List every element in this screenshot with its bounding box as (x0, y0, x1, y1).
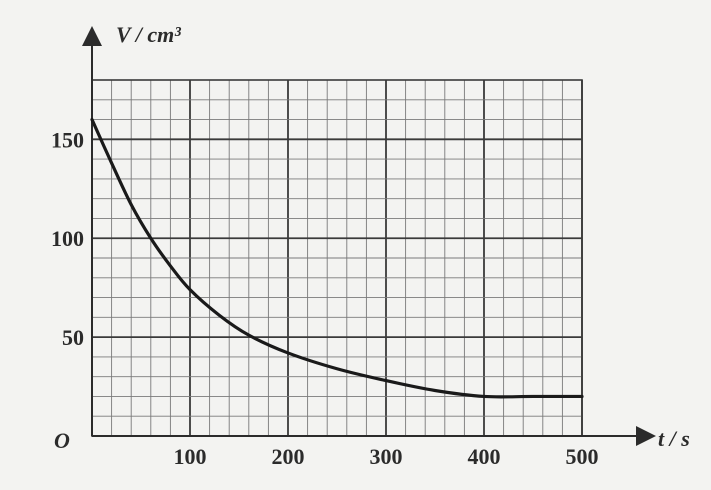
data-curve (90, 117, 584, 399)
grid (91, 79, 583, 437)
tick-labels: 100 200 300 400 500 50 100 150 (51, 127, 599, 469)
x-tick-label: 300 (370, 444, 403, 469)
axes (82, 26, 656, 446)
y-axis-label: V / cm³ (116, 22, 181, 47)
y-tick-label: 100 (51, 226, 84, 251)
x-tick-label: 500 (566, 444, 599, 469)
x-tick-label: 400 (468, 444, 501, 469)
x-tick-label: 200 (272, 444, 305, 469)
series-line (90, 117, 584, 399)
y-tick-label: 50 (62, 325, 84, 350)
y-tick-label: 150 (51, 127, 84, 152)
x-axis-label: t / s (658, 426, 690, 451)
x-tick-label: 100 (174, 444, 207, 469)
origin-label: O (54, 428, 70, 453)
